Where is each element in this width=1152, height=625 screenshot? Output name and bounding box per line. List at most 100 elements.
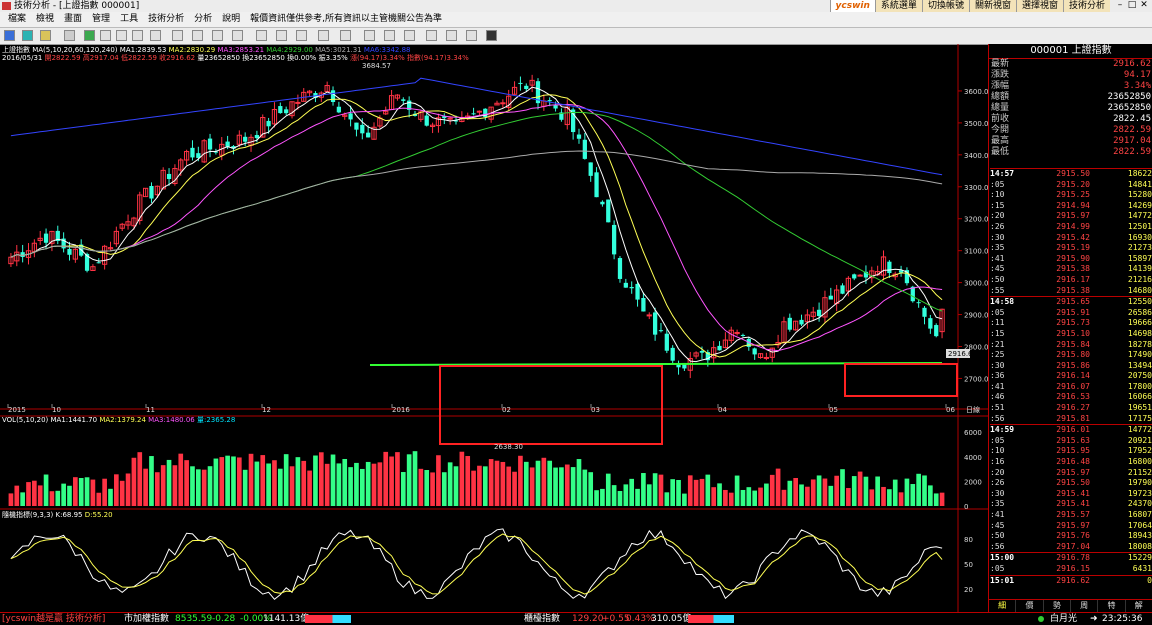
channel-icon[interactable] [296, 30, 307, 41]
tick-list[interactable]: 14:57 2915.50 18622:05 2915.20 14841:10 2915.… [990, 168, 1152, 586]
fibonacci-icon[interactable] [256, 30, 267, 41]
bottom-zone-box [439, 365, 663, 445]
tick-row[interactable]: :41 2915.57 16807 [990, 510, 1152, 521]
panel-tab[interactable]: 價 [1016, 600, 1044, 612]
tick-row[interactable]: :30 2915.86 13494 [990, 361, 1152, 372]
tick-row[interactable]: :56 2917.04 18008 [990, 542, 1152, 553]
arrow-icon[interactable] [318, 30, 329, 41]
tick-row[interactable]: :51 2916.27 19651 [990, 403, 1152, 414]
tick-row[interactable]: :45 2915.38 14139 [990, 264, 1152, 275]
panel-tab[interactable]: 細 [989, 600, 1017, 612]
rectangle-tool-icon[interactable] [364, 30, 375, 41]
menu-technical[interactable]: 技術分析 [148, 14, 185, 24]
tick-row[interactable]: :10 2915.25 15280 [990, 190, 1152, 201]
tick-row[interactable]: :05 2915.91 26586 [990, 308, 1152, 319]
maximize-icon[interactable]: □ [1127, 0, 1137, 10]
crosshair-tool-icon[interactable] [22, 30, 33, 41]
cursor-tool-icon[interactable] [4, 30, 15, 41]
index2-ratio-bar [688, 615, 734, 623]
panel-tab[interactable]: 勢 [1044, 600, 1071, 612]
pan-tool-icon[interactable] [40, 30, 51, 41]
indicator-tool-icon[interactable] [150, 30, 161, 41]
chart-area[interactable]: 3600.0 3500.0 3400.0 3300.0 3200.0 3100.0 3000… [0, 44, 988, 612]
ycswin-logo-button[interactable]: ycswin [829, 0, 875, 12]
tick-row[interactable]: :55 2915.38 14680 [990, 286, 1152, 297]
period-week-icon[interactable] [446, 30, 457, 41]
tick-row[interactable]: :46 2916.53 16066 [990, 392, 1152, 403]
tick-row[interactable]: :45 2915.97 17064 [990, 521, 1152, 532]
tick-row[interactable]: 14:57 2915.50 18622 [990, 168, 1152, 180]
volume-bar [149, 456, 154, 506]
tick-row[interactable]: :10 2915.95 17952 [990, 446, 1152, 457]
high-marker-label: 3684.57 [362, 62, 391, 70]
menu-tools[interactable]: 工具 [120, 14, 139, 24]
new-window-button[interactable]: 關新視窗 [968, 0, 1016, 12]
tick-row[interactable]: :21 2915.84 18278 [990, 340, 1152, 351]
menu-screen[interactable]: 畫面 [64, 14, 83, 24]
volume-bar [26, 482, 31, 506]
text-tool-icon[interactable] [340, 30, 351, 41]
grid-tool-icon[interactable] [116, 30, 127, 41]
tick-row[interactable]: :25 2915.80 17490 [990, 350, 1152, 361]
menu-manage[interactable]: 管理 [92, 14, 111, 24]
tick-row[interactable]: :56 2915.81 17175 [990, 414, 1152, 425]
layout-tool-icon[interactable] [100, 30, 111, 41]
tick-row[interactable]: :41 2916.07 17800 [990, 382, 1152, 393]
tick-row[interactable]: :50 2916.17 21216 [990, 275, 1152, 286]
panel-tab[interactable]: 周 [1071, 600, 1099, 612]
tick-row[interactable]: :20 2915.97 21152 [990, 468, 1152, 479]
switch-account-button[interactable]: 切換帳號 [921, 0, 969, 12]
tick-row[interactable]: :05 2915.63 20921 [990, 436, 1152, 447]
panel-tab[interactable]: 特 [1098, 600, 1126, 612]
candle-body [354, 122, 359, 130]
tick-row[interactable]: :30 2915.42 16930 [990, 233, 1152, 244]
tick-row[interactable]: :16 2916.48 16800 [990, 457, 1152, 468]
candle-body [67, 248, 72, 255]
tick-row[interactable]: :26 2914.99 12501 [990, 222, 1152, 233]
period-select-icon[interactable] [64, 30, 75, 41]
eraser-icon[interactable] [404, 30, 415, 41]
minimize-icon[interactable]: – [1117, 0, 1123, 10]
save-icon[interactable] [486, 30, 497, 41]
period-day-icon[interactable] [426, 30, 437, 41]
tick-row[interactable]: :05 2916.15 6431 [990, 564, 1152, 575]
tick-time: :41 [990, 510, 1005, 519]
tick-row[interactable]: :15 2914.94 14269 [990, 201, 1152, 212]
tick-row[interactable]: :35 2915.19 21273 [990, 243, 1152, 254]
select-window-button[interactable]: 選擇視窗 [1015, 0, 1063, 12]
technical-analysis-button[interactable]: 技術分析 [1062, 0, 1110, 12]
price-chart-svg[interactable]: 3600.0 3500.0 3400.0 3300.0 3200.0 3100.0 3000… [0, 44, 988, 612]
menu-file[interactable]: 檔案 [8, 14, 27, 24]
parallel-line-icon[interactable] [232, 30, 243, 41]
tick-row[interactable]: 14:59 2916.01 14772 [990, 424, 1152, 436]
tick-row[interactable]: :11 2915.73 19666 [990, 318, 1152, 329]
tick-row[interactable]: :05 2915.20 14841 [990, 180, 1152, 191]
tick-row[interactable]: 15:01 2916.62 0 [990, 574, 1152, 587]
trend-line-icon[interactable] [212, 30, 223, 41]
tick-row[interactable]: :50 2915.76 18943 [990, 531, 1152, 542]
circle-tool-icon[interactable] [384, 30, 395, 41]
tick-row[interactable]: :20 2915.97 14772 [990, 211, 1152, 222]
menu-analysis[interactable]: 分析 [194, 14, 213, 24]
period-month-icon[interactable] [466, 30, 477, 41]
tick-row[interactable]: :30 2915.41 19723 [990, 489, 1152, 500]
close-icon[interactable]: ✕ [1140, 0, 1148, 10]
draw-line-icon[interactable] [192, 30, 203, 41]
tick-time: :26 [990, 478, 1005, 488]
zoom-tool-icon[interactable] [172, 30, 183, 41]
tick-row[interactable]: :41 2915.90 15897 [990, 254, 1152, 265]
horizontal-line-icon[interactable] [276, 30, 287, 41]
system-menu-button[interactable]: 系統選單 [874, 0, 922, 12]
tick-row[interactable]: :15 2915.10 14698 [990, 329, 1152, 340]
tick-time: :15 [990, 200, 1005, 210]
tick-row[interactable]: 14:58 2915.65 12550 [990, 296, 1152, 308]
tick-row[interactable]: :36 2916.14 20750 [990, 371, 1152, 382]
menu-view[interactable]: 檢視 [36, 14, 55, 24]
tick-row[interactable]: :26 2915.50 19790 [990, 478, 1152, 489]
tick-row[interactable]: 15:00 2916.78 15229 [990, 552, 1152, 564]
panel-tab[interactable]: 解 [1126, 600, 1152, 612]
split-tool-icon[interactable] [132, 30, 143, 41]
color-tool-icon[interactable] [84, 30, 95, 41]
tick-row[interactable]: :35 2915.41 24370 [990, 499, 1152, 510]
menu-help[interactable]: 說明 [222, 14, 241, 24]
